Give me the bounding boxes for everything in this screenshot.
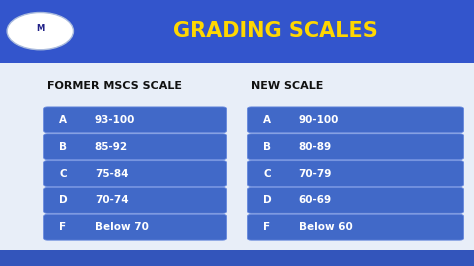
Text: D: D bbox=[263, 196, 272, 205]
Text: C: C bbox=[263, 169, 271, 178]
Text: A: A bbox=[263, 115, 271, 125]
Text: 93-100: 93-100 bbox=[95, 115, 135, 125]
FancyBboxPatch shape bbox=[247, 214, 464, 240]
Text: 70-79: 70-79 bbox=[299, 169, 332, 178]
Text: Below 60: Below 60 bbox=[299, 222, 352, 232]
Bar bbox=[0, 0, 474, 63]
Text: D: D bbox=[59, 196, 68, 205]
FancyBboxPatch shape bbox=[44, 107, 227, 133]
Text: 70-74: 70-74 bbox=[95, 196, 128, 205]
FancyBboxPatch shape bbox=[44, 188, 227, 213]
Text: 85-92: 85-92 bbox=[95, 142, 128, 152]
Text: GRADING SCALES: GRADING SCALES bbox=[173, 21, 377, 41]
Text: B: B bbox=[263, 142, 271, 152]
Text: 60-69: 60-69 bbox=[299, 196, 332, 205]
Text: Below 70: Below 70 bbox=[95, 222, 149, 232]
Text: M: M bbox=[36, 24, 45, 33]
Text: NEW SCALE: NEW SCALE bbox=[251, 81, 324, 92]
Text: 80-89: 80-89 bbox=[299, 142, 332, 152]
Text: FORMER MSCS SCALE: FORMER MSCS SCALE bbox=[47, 81, 182, 92]
FancyBboxPatch shape bbox=[44, 214, 227, 240]
Bar bbox=[0, 250, 474, 266]
FancyBboxPatch shape bbox=[44, 161, 227, 186]
Bar bbox=[0, 63, 474, 250]
Text: F: F bbox=[59, 222, 66, 232]
FancyBboxPatch shape bbox=[247, 188, 464, 213]
Text: F: F bbox=[263, 222, 270, 232]
FancyBboxPatch shape bbox=[247, 161, 464, 186]
Text: C: C bbox=[59, 169, 67, 178]
Text: A: A bbox=[59, 115, 67, 125]
Text: B: B bbox=[59, 142, 67, 152]
Circle shape bbox=[7, 13, 73, 50]
FancyBboxPatch shape bbox=[44, 134, 227, 160]
Text: 75-84: 75-84 bbox=[95, 169, 128, 178]
Text: 90-100: 90-100 bbox=[299, 115, 339, 125]
FancyBboxPatch shape bbox=[247, 107, 464, 133]
FancyBboxPatch shape bbox=[247, 134, 464, 160]
